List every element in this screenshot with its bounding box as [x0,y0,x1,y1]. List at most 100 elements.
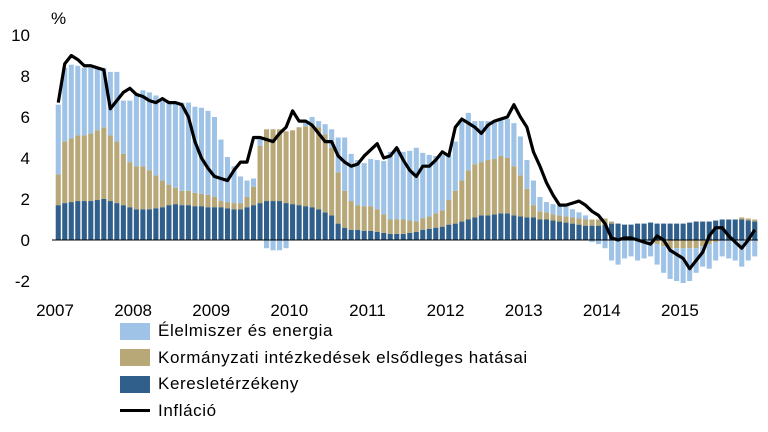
bar-food-energy [452,141,458,191]
bar-government [674,240,680,249]
bar-food-energy [687,248,693,281]
bar-government [687,240,693,249]
bar-demand [446,224,452,241]
bar-demand [88,201,94,240]
x-axis-ticks: 2007 2008 2009 2010 2011 2012 2013 2014 2015 [36,301,699,320]
bar-food-energy [211,117,218,197]
bar-food-energy [569,209,576,218]
bar-government [68,138,74,203]
bar-food-energy [719,240,725,257]
bar-food-energy [439,154,445,211]
bar-food-energy [700,246,706,267]
bar-food-energy [400,151,406,220]
bar-food-energy [706,244,712,269]
bar-government [420,218,426,230]
bar-food-energy [133,94,139,167]
bar-food-energy [75,65,81,136]
bar-food-energy [348,153,354,202]
bar-demand [342,227,348,240]
x-tick-label: 2011 [349,301,386,320]
bar-food-energy [316,121,322,128]
bar-demand [387,233,393,240]
bar-food-energy [589,240,595,243]
bar-government [322,134,328,213]
bar-demand [296,205,302,240]
bar-government [159,180,165,208]
bar-food-energy [237,176,244,204]
bar-government [693,240,699,249]
bar-food-energy [485,121,491,161]
bar-government [706,240,712,245]
bar-government [563,216,569,223]
bar-demand [153,208,159,240]
bar-demand [120,205,126,240]
bar-demand [661,223,667,240]
bar-demand [107,201,113,240]
bar-food-energy [576,212,582,219]
bar-food-energy [185,102,191,191]
bar-food-energy [322,124,328,135]
x-tick-label: 2009 [192,301,230,320]
bar-food-energy [667,248,673,279]
y-tick-label: 0 [21,231,30,250]
y-tick-label: -2 [15,272,30,291]
bar-food-energy [179,102,185,191]
bar-government [576,218,582,225]
bar-food-energy [88,67,94,134]
bar-food-energy [277,240,283,251]
legend-label: Keresletérzékeny [158,374,299,394]
bar-food-energy [517,136,523,176]
bar-government [368,206,374,231]
bar-demand [316,209,322,240]
bar-food-energy [615,240,621,265]
legend-item-inflation: Infláció [120,398,528,425]
bar-food-energy [550,204,556,215]
bar-food-energy [153,95,159,176]
bar-government [739,217,745,220]
bar-demand [335,223,341,240]
bar-government [537,211,543,220]
bar-demand [237,209,244,240]
bar-government [75,135,81,202]
x-tick-label: 2015 [661,301,699,320]
bar-government [609,221,615,224]
bar-demand [166,205,172,240]
legend: Élelmiszer és energia Kormányzati intézk… [120,318,528,424]
bar-government [296,127,302,206]
bar-food-energy [641,240,647,259]
bar-demand [250,205,257,240]
bar-demand [674,223,680,240]
bar-food-energy [198,107,204,194]
bar-food-energy [81,67,87,136]
bar-government [250,186,257,206]
bar-demand [667,223,673,240]
x-tick-label: 2012 [427,301,465,320]
bar-government [524,188,530,218]
bar-government [491,159,497,215]
bar-government [211,196,218,208]
bar-government [361,206,367,231]
bar-demand [420,229,426,240]
bar-government [413,221,419,232]
bar-demand [55,205,61,240]
bar-demand [582,225,589,240]
bar-government [179,190,185,206]
bar-food-energy [250,178,257,187]
bar-food-energy [374,160,380,210]
x-tick-label: 2014 [583,301,621,320]
bar-food-energy [55,104,61,175]
bar-government [257,145,263,204]
bar-demand [257,203,263,240]
bar-government [589,219,595,226]
bar-government [94,130,100,201]
bar-demand [465,219,471,240]
bar-government [700,240,706,247]
bar-demand [491,214,497,241]
bar-food-energy [205,110,211,195]
bar-demand [127,207,133,240]
bar-government [485,160,491,216]
bar-government [530,205,536,218]
bar-government [543,212,549,220]
bar-demand [648,222,654,240]
